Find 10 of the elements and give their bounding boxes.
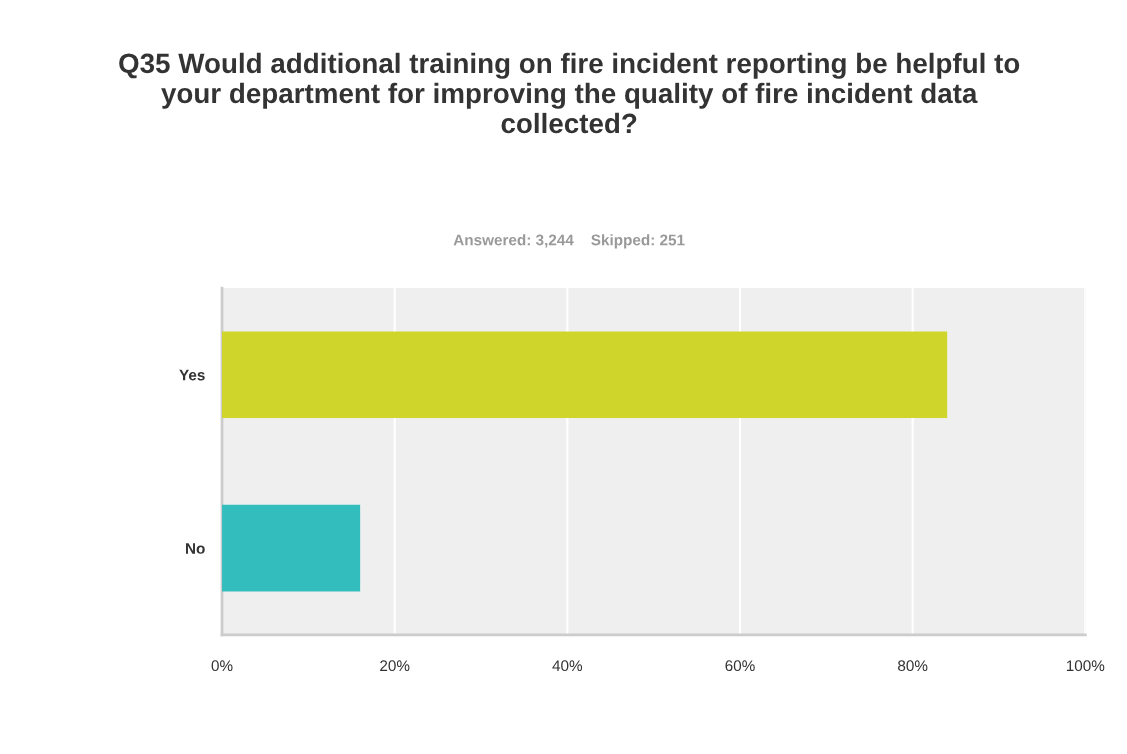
- x-tick-label: 100%: [1066, 660, 1105, 672]
- x-tick-label: 60%: [725, 660, 755, 672]
- y-tick-label: Yes: [179, 369, 205, 381]
- chart-title: Q35 Would additional training on fire incident reporting be helpful to your department for improving the quality of fire incident data collected?: [119, 52, 1020, 134]
- y-tick-label: No: [186, 543, 205, 554]
- x-tick-label: 40%: [552, 660, 583, 672]
- x-tick-label: 20%: [380, 660, 410, 672]
- x-tick-label: 0%: [211, 660, 233, 672]
- chart-subtitle: Answered: 3,244 Skipped: 251: [453, 234, 685, 249]
- x-tick-label: 80%: [898, 660, 928, 672]
